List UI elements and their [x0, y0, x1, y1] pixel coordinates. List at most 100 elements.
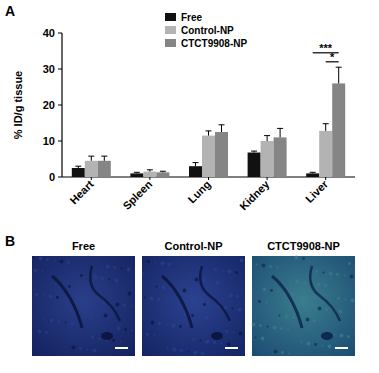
speckle	[279, 315, 281, 317]
bar	[261, 141, 274, 177]
speckle	[240, 259, 244, 263]
speckle	[224, 306, 227, 309]
bar	[98, 161, 111, 177]
speckle	[312, 307, 314, 309]
error-cap	[193, 162, 199, 163]
bar	[215, 132, 228, 177]
y-tick-label: 40	[43, 27, 55, 39]
speckle	[328, 345, 332, 349]
x-tick	[267, 177, 268, 180]
error-line	[221, 125, 222, 132]
speckle	[128, 292, 132, 296]
micrograph	[252, 256, 355, 356]
speckle	[202, 279, 205, 282]
speckle	[115, 279, 119, 283]
bar	[274, 137, 287, 177]
speckle	[201, 352, 204, 355]
y-tick	[58, 69, 62, 70]
speckle	[314, 343, 317, 346]
legend-label: Control-NP	[181, 25, 234, 36]
speckle	[315, 270, 318, 273]
speckle	[258, 300, 261, 303]
speckle	[189, 278, 191, 280]
speckle	[347, 335, 350, 338]
speckle	[313, 319, 316, 322]
speckle	[35, 293, 38, 296]
error-bar	[134, 172, 140, 173]
speckle	[199, 316, 201, 318]
error-bar	[277, 128, 283, 137]
micrograph-field	[32, 256, 135, 356]
speckle	[158, 322, 161, 325]
speckle	[80, 274, 83, 277]
speckle	[173, 348, 177, 352]
speckle	[72, 346, 76, 350]
speckle	[303, 281, 306, 284]
speckle	[325, 308, 328, 311]
speckle	[168, 263, 171, 266]
error-cap	[310, 172, 316, 173]
speckle	[177, 289, 179, 291]
speckle	[124, 328, 127, 331]
significance-label: *	[330, 51, 335, 63]
error-line	[104, 156, 105, 161]
speckle	[236, 295, 239, 298]
speckle	[56, 296, 59, 299]
speckle	[188, 351, 190, 353]
scale-bar	[225, 347, 238, 349]
y-tick-label: 20	[43, 99, 55, 111]
bar	[85, 161, 98, 177]
speckle	[106, 265, 110, 269]
bar	[332, 83, 345, 177]
micrograph	[32, 256, 135, 356]
speckle	[306, 318, 310, 322]
speckle	[233, 332, 235, 334]
vessel	[200, 266, 230, 321]
speckle	[150, 297, 154, 301]
speckle	[55, 284, 57, 286]
speckle	[194, 351, 198, 355]
bar	[156, 172, 169, 177]
error-line	[338, 67, 339, 83]
speckle	[307, 342, 311, 346]
x-tick	[325, 177, 326, 180]
speckle	[229, 294, 233, 298]
x-tick-label: Spleen	[120, 178, 154, 212]
legend-label: Free	[181, 12, 203, 23]
bar	[130, 173, 143, 177]
x-tick	[149, 177, 150, 180]
vessel	[52, 276, 82, 328]
speckle	[162, 286, 166, 290]
speckle	[57, 320, 60, 323]
vessel	[211, 332, 223, 340]
speckle	[76, 287, 78, 289]
speckle	[116, 303, 120, 307]
speckle	[269, 265, 272, 268]
speckle	[340, 334, 344, 338]
speckle	[292, 316, 295, 319]
error-line	[280, 128, 281, 137]
y-tick	[58, 177, 62, 178]
error-bar	[206, 131, 212, 136]
error-bar	[310, 172, 316, 173]
vessel	[90, 266, 120, 321]
speckle	[266, 302, 268, 304]
vessel	[101, 332, 113, 340]
speckle	[178, 313, 180, 315]
speckle	[277, 267, 279, 269]
error-bar	[147, 170, 153, 172]
error-cap	[88, 156, 94, 157]
bar	[248, 153, 261, 177]
speckle	[34, 269, 37, 272]
speckle	[351, 299, 355, 303]
speckle	[222, 270, 224, 272]
speckle	[179, 325, 182, 328]
speckle	[190, 290, 193, 293]
error-bar	[88, 156, 94, 161]
speckle	[301, 342, 303, 344]
speckle	[143, 273, 145, 275]
speckle	[109, 279, 111, 281]
micrograph-field	[142, 256, 245, 356]
error-bar	[193, 163, 199, 167]
error-cap	[277, 128, 283, 129]
